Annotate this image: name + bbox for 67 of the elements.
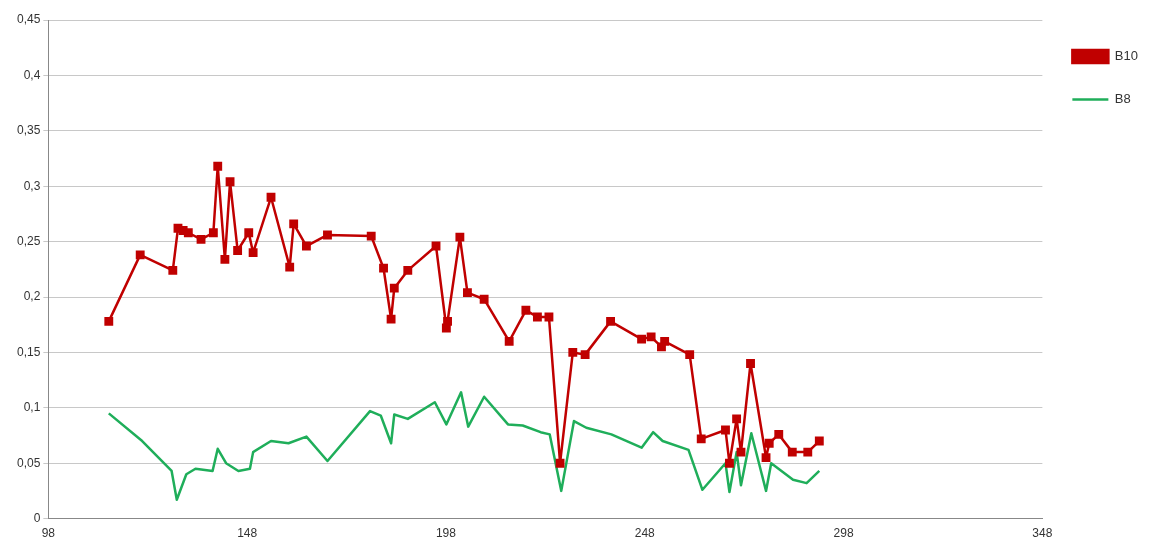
point [685,350,695,360]
point [736,447,746,457]
point [803,447,813,457]
point [555,458,565,468]
point [746,359,755,368]
x-tick-label: 148 [237,526,258,541]
point [168,265,178,275]
y-tick-label: 0,45 [17,12,41,27]
point [403,265,413,275]
point [568,347,578,357]
y-tick-label: 0,05 [17,455,41,470]
point [725,458,734,468]
point [774,429,784,439]
point [532,312,542,322]
point [244,228,254,238]
point [761,453,771,463]
point [637,334,647,344]
legend-label: B8 [1114,91,1131,107]
point [220,254,230,264]
point [386,314,396,324]
point [285,262,295,272]
point [443,316,452,326]
point [721,425,730,435]
point [379,263,388,273]
point [696,434,706,444]
y-tick-label: 0,35 [17,123,41,138]
point [764,438,774,448]
point [213,161,223,171]
y-tick-label: 0,2 [23,289,41,304]
x-tick-label: 298 [833,526,854,541]
point [104,316,114,326]
point [660,336,670,346]
y-tick-label: 0,4 [23,67,41,82]
point [266,192,276,202]
point [606,316,615,326]
legend-label: B10 [1114,48,1139,64]
point [479,294,489,304]
point [196,234,206,244]
y-tick-label: 0 [33,510,41,525]
point [463,288,472,297]
x-tick-label: 198 [435,526,457,541]
y-tick-label: 0,3 [23,178,41,193]
y-tick-label: 0,15 [17,344,41,359]
point [289,219,299,229]
x-tick-label: 98 [41,526,56,541]
point [455,232,465,242]
point [646,332,656,342]
y-tick-label: 0,25 [17,233,41,248]
point [248,248,258,258]
point [323,230,332,240]
point [389,283,399,293]
point [732,414,742,424]
point [521,305,531,315]
point [301,241,311,251]
point [504,336,514,346]
point [814,436,824,446]
point [225,177,235,187]
point [208,228,218,238]
x-tick-label: 348 [1032,526,1053,541]
y-tick-label: 0,1 [23,400,41,415]
point [787,447,797,457]
point [135,250,145,260]
point [233,246,243,255]
x-tick-label: 248 [634,526,656,541]
point [580,350,590,360]
point [183,228,193,238]
point [366,231,376,241]
